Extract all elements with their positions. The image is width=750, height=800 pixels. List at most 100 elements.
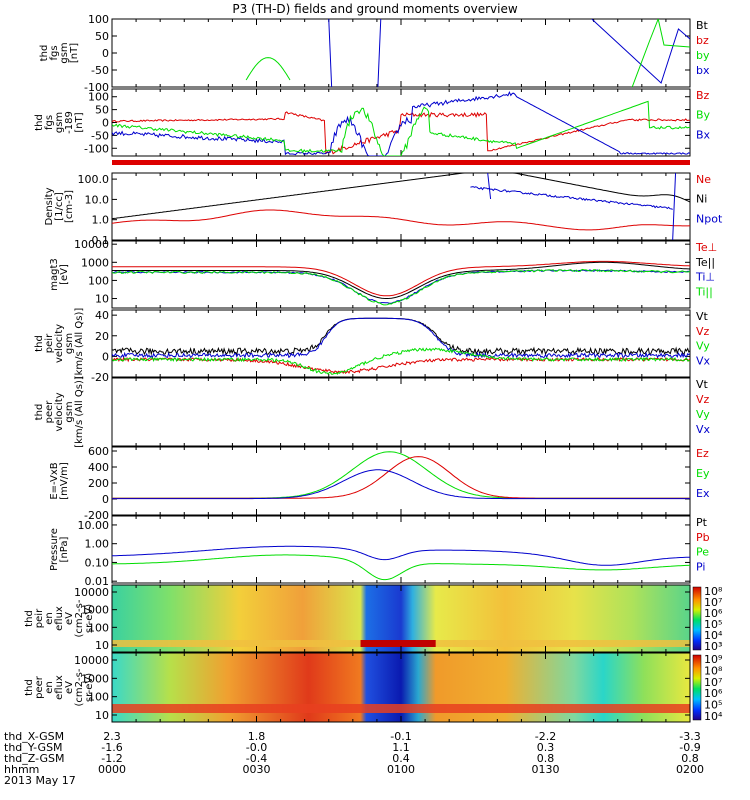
series-line: [487, 173, 677, 240]
x-tick-label: 0.3: [537, 741, 555, 754]
x-tick-label: 2.3: [103, 730, 121, 743]
y-tick-label: 40: [95, 309, 109, 322]
y-axis-label: [cm-3]: [64, 190, 75, 223]
y-tick-label: 1.00: [85, 538, 110, 551]
y-axis-label: peir: [34, 608, 45, 628]
mode-bar: [112, 160, 690, 165]
series-line: [112, 261, 690, 299]
series-line: [112, 469, 690, 500]
y-axis-label: Pressure: [49, 528, 60, 571]
y-tick-label: 10000: [74, 238, 109, 251]
y-tick-label: 10000: [74, 586, 109, 599]
y-tick-label: 10: [95, 293, 109, 306]
y-tick-label: 100: [88, 274, 109, 287]
legend-entry: Ey: [696, 467, 710, 480]
series-line: [112, 268, 690, 306]
colorbar-tick-label: 10⁵: [704, 618, 722, 631]
x-tick-label: -0.0: [246, 741, 267, 754]
panel-5: [111, 309, 691, 378]
y-axis-label: eflux: [54, 606, 65, 631]
y-tick-label: -20: [91, 371, 109, 384]
y-tick-label: 0: [102, 47, 109, 60]
x-tick-label: -3.3: [679, 730, 700, 743]
x-tick-label: -0.1: [390, 730, 411, 743]
y-axis-label: [1/cc]: [54, 192, 65, 221]
date-label: 2013 May 17: [4, 774, 76, 787]
x-tick-label: -1.6: [101, 741, 122, 754]
panel-9: [111, 584, 702, 653]
x-tick-label: 1.1: [392, 741, 410, 754]
y-axis-label: thd: [24, 610, 35, 627]
y-axis-label: E=-VxB: [49, 462, 60, 499]
y-axis-label: velocity: [54, 392, 65, 431]
y-axis-label: eflux: [54, 675, 65, 700]
x-tick-label: -0.4: [246, 752, 267, 765]
y-tick-label: 0: [102, 117, 109, 130]
colorbar-tick-label: 10⁴: [704, 629, 723, 642]
y-axis-label: [nT]: [74, 112, 85, 132]
y-axis-label: magt3: [49, 258, 60, 291]
y-axis-label: gsm: [59, 42, 70, 63]
y-tick-label: 100: [88, 621, 109, 634]
y-axis-label: thd: [24, 679, 35, 696]
series-line: [631, 19, 690, 87]
y-axis-label: thd: [34, 404, 45, 421]
y-axis-label: thd: [34, 335, 45, 352]
series-line: [112, 545, 690, 566]
colorbar: [692, 586, 702, 651]
y-axis-label: thd: [34, 114, 45, 131]
y-tick-label: 1000: [81, 672, 109, 685]
legend-entry: Pi: [696, 560, 705, 573]
legend-entry: Te⊥: [695, 241, 717, 254]
colorbar-tick-label: 10⁶: [704, 687, 723, 700]
legend-entry: Pb: [696, 531, 710, 544]
y-axis-label: [km/s (All Qs)]: [74, 376, 85, 448]
xaxis-row-label: hhmm: [4, 763, 40, 776]
y-tick-label: 400: [88, 461, 109, 474]
series-line: [112, 317, 690, 360]
series-line: [112, 456, 690, 499]
y-tick-label: -200: [84, 509, 109, 522]
y-tick-label: 10.00: [78, 519, 110, 532]
y-tick-label: 100: [88, 13, 109, 26]
panel-7: [111, 446, 691, 516]
legend-entry: Ti||: [695, 285, 713, 298]
colorbar-tick-label: 10⁷: [704, 596, 722, 609]
series-line: [112, 260, 690, 297]
legend-entry: bx: [696, 64, 710, 77]
legend-entry: bz: [696, 34, 709, 47]
y-tick-label: 20: [95, 330, 109, 343]
x-tick-label: -2.2: [535, 730, 556, 743]
y-axis-label: (cm2-s-: [74, 668, 85, 706]
x-tick-label: 0.8: [681, 752, 699, 765]
x-tick-label: 0030: [243, 763, 271, 776]
y-tick-label: 50: [95, 104, 109, 117]
series-line: [112, 554, 690, 581]
series-line: [112, 209, 690, 231]
y-axis-label: sr-eV): [84, 673, 95, 702]
y-tick-label: -50: [91, 129, 109, 142]
panel-frame: [111, 309, 691, 378]
panel-6: [111, 377, 691, 447]
y-tick-label: 10: [95, 709, 109, 722]
y-axis-label: (cm2-s-: [74, 599, 85, 637]
colorbar-tick-label: 10⁷: [704, 676, 722, 689]
series-line: [328, 19, 690, 87]
x-tick-label: 0130: [532, 763, 560, 776]
legend-entry: Bz: [696, 89, 710, 102]
xaxis-row-label: thd_Z-GSM: [4, 752, 65, 765]
y-axis-label: peer: [34, 675, 45, 699]
y-axis-label: [km/s (All Qs)]: [74, 308, 85, 380]
y-axis-label: gsm: [64, 401, 75, 422]
y-axis-label: [nT]: [69, 43, 80, 63]
panel-frame: [111, 240, 691, 309]
series-line: [245, 57, 291, 81]
y-tick-label: 0: [102, 493, 109, 506]
series-line: [470, 186, 673, 210]
y-axis-label: Density: [44, 187, 55, 225]
y-tick-label: 50: [95, 30, 109, 43]
x-tick-label: 1.8: [248, 730, 266, 743]
y-tick-label: 1.0: [92, 214, 110, 227]
legend-entry: Vz: [696, 393, 710, 406]
